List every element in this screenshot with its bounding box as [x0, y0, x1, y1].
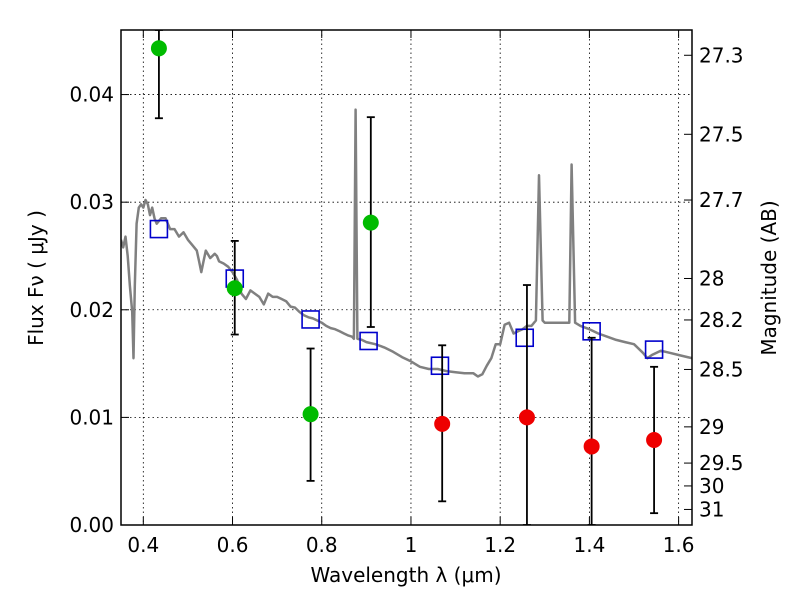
right-tick-label: 31 — [699, 497, 724, 521]
model-photometry-square — [301, 310, 320, 329]
y-tick-label: 0.01 — [69, 405, 114, 429]
ticks — [121, 30, 692, 526]
model-photometry-square — [149, 219, 169, 239]
right-tick-label: 29.5 — [699, 451, 744, 475]
x-tick-label: 1.2 — [484, 533, 516, 557]
grid — [121, 30, 692, 525]
y-tick-label: 0.00 — [69, 513, 114, 537]
right-tick-label: 28.2 — [699, 308, 744, 332]
observed-flux-point — [362, 214, 379, 231]
observed-flux-point — [302, 406, 319, 423]
right-tick-label: 27.5 — [699, 122, 744, 146]
y-tick-label: 0.02 — [69, 298, 114, 322]
model-photometry-square — [359, 331, 378, 351]
x-tick-label: 1 — [405, 533, 418, 557]
observed-flux-point — [150, 40, 167, 57]
model-photometry-square — [644, 340, 664, 359]
observed-flux-point — [226, 280, 243, 297]
y-axis-label: Flux Fν ( μJy ) — [24, 210, 48, 346]
model-photometry-square — [515, 328, 535, 348]
y-tick-label: 0.04 — [69, 83, 114, 107]
right-tick-label: 29 — [699, 415, 724, 439]
observed-flux-point — [434, 415, 451, 432]
right-tick-label: 28.5 — [699, 357, 744, 381]
plot-frame — [120, 29, 693, 526]
right-tick-label: 30 — [699, 474, 724, 498]
model-photometry-square — [430, 356, 450, 376]
x-axis-label: Wavelength λ (μm) — [310, 563, 501, 587]
x-tick-label: 0.4 — [127, 533, 159, 557]
plot-area — [121, 30, 692, 525]
x-tick-label: 0.8 — [306, 533, 338, 557]
right-tick-label: 28 — [699, 266, 724, 290]
observed-flux-point — [646, 431, 663, 448]
tick-labels: 0.4 0.6 0.8 1 1.2 1.4 1.6 0.00 0.01 0.02 0.03 0.04 2… — [69, 43, 743, 557]
x-tick-label: 1.4 — [573, 533, 605, 557]
observed-flux-point — [518, 409, 535, 426]
observed-flux-point — [583, 438, 600, 455]
x-tick-label: 1.6 — [663, 533, 695, 557]
right-tick-label: 27.3 — [699, 43, 744, 67]
y-axis-label-right: Magnitude (AB) — [757, 200, 781, 355]
y-tick-label: 0.03 — [69, 190, 114, 214]
right-tick-label: 27.7 — [699, 188, 744, 212]
x-tick-label: 0.6 — [217, 533, 249, 557]
model-spectrum-line — [121, 108, 692, 378]
